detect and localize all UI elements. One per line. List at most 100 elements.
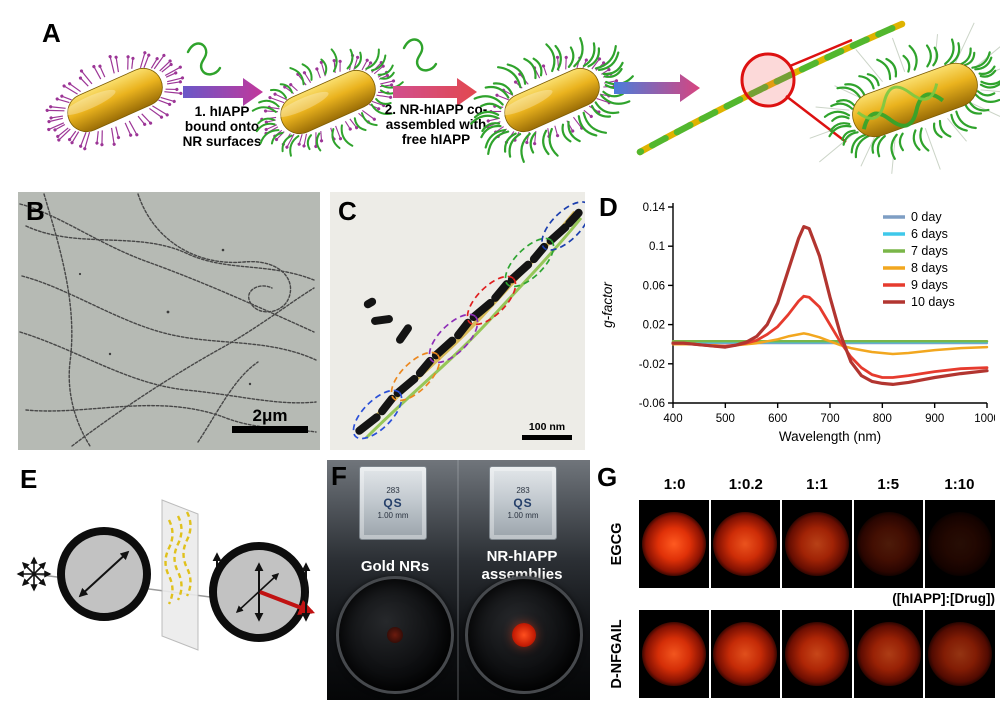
svg-text:600: 600	[768, 413, 787, 425]
fluorescent-droplet	[856, 512, 921, 576]
ratio-col-label: 1:5	[877, 476, 900, 493]
svg-text:8 days: 8 days	[911, 261, 948, 275]
scale-bar-c-label: 100 nm	[529, 421, 565, 433]
svg-text:0.02: 0.02	[643, 320, 665, 332]
well-nr-hiapp-assemblies	[465, 576, 583, 694]
svg-text:9 days: 9 days	[911, 278, 948, 292]
label-line: NR-hIAPP	[486, 548, 558, 565]
assembly-pellet	[512, 623, 536, 647]
photo-seam	[457, 460, 459, 700]
svg-text:-0.06: -0.06	[639, 398, 665, 410]
fluorescence-cell	[710, 610, 781, 698]
quartz-cuvette-right: 283 QS 1.00 mm	[489, 466, 557, 540]
scale-bar-c-bar	[522, 435, 572, 440]
panel-label-f: F	[331, 461, 347, 491]
svg-text:0 day: 0 day	[911, 210, 942, 224]
fluorescent-droplet	[928, 622, 993, 686]
cuvette-text: 1.00 mm	[507, 511, 539, 520]
ratio-header-row: 1:0 1:0.2 1:1 1:5 1:10	[639, 476, 995, 493]
fluorescent-droplet	[641, 512, 706, 576]
nanorod-coassembled	[470, 37, 634, 163]
label-nr-hiapp-assemblies: NR-hIAPP assemblies	[459, 548, 585, 584]
row-label-egcg: EGCG	[609, 522, 625, 566]
panel-f-photo: 283 QS 1.00 mm 283 QS 1.00 mm Gold NRs N…	[327, 460, 590, 700]
ratio-col-label: 1:10	[944, 476, 975, 493]
magnifier-line-top	[789, 38, 853, 68]
polarization-arrow-2b	[235, 573, 280, 613]
svg-text:0.06: 0.06	[643, 280, 665, 292]
svg-text:g-factor: g-factor	[600, 282, 615, 328]
svg-text:0.1: 0.1	[649, 241, 665, 253]
fluorescence-row-d-nfgail	[639, 610, 995, 698]
magnifier-circle	[740, 52, 796, 108]
fluorescence-cell	[853, 500, 924, 588]
svg-text:700: 700	[820, 413, 839, 425]
fibril-chain-green	[636, 20, 906, 156]
panel-d-chart: -0.06 -0.02 0.02 0.06 0.1 0.14 400 500 600 700 800…	[595, 193, 1000, 455]
g-factor-plot: -0.06 -0.02 0.02 0.06 0.1 0.14 400 500 600 700 800…	[600, 202, 1000, 444]
svg-text:7 days: 7 days	[911, 244, 948, 258]
nanorods-on-fibril	[355, 208, 583, 435]
cuvette-text: 283	[386, 486, 400, 495]
fluorescence-cell	[710, 500, 781, 588]
fluorescence-cell	[782, 500, 852, 588]
cuvette-text: 1.00 mm	[377, 511, 409, 520]
amyloid-fibril-strands	[19, 193, 317, 447]
svg-text:900: 900	[925, 413, 944, 425]
scale-bar-b-bar	[232, 426, 308, 433]
nanorod-zoomed-assembly	[809, 22, 1000, 174]
svg-text:0.14: 0.14	[643, 202, 666, 214]
tem-c-background	[330, 192, 585, 450]
fluorescent-droplet	[713, 512, 778, 576]
step2-text-line2: assembled with	[386, 117, 487, 132]
svg-text:-0.02: -0.02	[639, 359, 665, 371]
unpolarized-light-icon	[16, 556, 52, 592]
panel-label-c: C	[338, 196, 357, 226]
fluorescent-droplet	[784, 622, 849, 686]
well-gold-nrs	[336, 576, 454, 694]
free-hiapp-peptide-icon	[186, 42, 222, 76]
process-arrow-2	[393, 78, 477, 106]
quartz-cuvette-left: 283 QS 1.00 mm	[359, 466, 427, 540]
svg-text:Wavelength (nm): Wavelength (nm)	[779, 429, 881, 444]
polarization-arrow-1	[78, 550, 130, 598]
svg-text:400: 400	[663, 413, 682, 425]
panel-label-d: D	[599, 192, 618, 222]
row-label-d-nfgail: D-NFGAIL	[609, 619, 625, 689]
panel-label-b: B	[26, 196, 45, 226]
step2-text-line3: free hIAPP	[402, 132, 470, 147]
panel-g-fluorescence-grid: 1:0 1:0.2 1:1 1:5 1:10 EGCG D-NFGAIL ([h…	[595, 462, 995, 702]
fluorescence-cell	[853, 610, 924, 698]
label-gold-nrs: Gold NRs	[360, 558, 430, 575]
svg-text:800: 800	[873, 413, 892, 425]
tem-specks	[78, 248, 252, 386]
fluorescence-cell	[639, 610, 709, 698]
fluorescent-droplet	[784, 512, 849, 576]
fluorescent-droplet	[928, 512, 993, 576]
panel-label-a: A	[42, 18, 61, 48]
fluorescent-droplet	[713, 622, 778, 686]
free-hiapp-peptide-icon	[402, 38, 438, 72]
magnifier-line-bottom	[785, 95, 847, 143]
cuvette-text: 283	[516, 486, 530, 495]
fibril-sample-icon	[164, 511, 192, 605]
tem-background	[18, 192, 320, 450]
ratio-note: ([hIAPP]:[Drug])	[892, 591, 995, 606]
scale-bar-b: 2μm	[232, 406, 308, 433]
cuvette-text-qs: QS	[383, 496, 403, 510]
fluorescence-cell	[925, 500, 995, 588]
step1-text-line2: bound onto	[185, 119, 259, 134]
ratio-col-label: 1:0.2	[728, 476, 763, 493]
step1-text-line3: NR surfaces	[183, 134, 262, 149]
cuvette-text-qs: QS	[513, 496, 533, 510]
fluorescent-droplet	[856, 622, 921, 686]
panel-label-g: G	[597, 462, 618, 492]
process-arrow-3	[614, 74, 700, 102]
process-arrow-1	[183, 78, 263, 106]
nanorod-hiapp-bound	[251, 48, 404, 157]
ratio-col-label: 1:1	[806, 476, 828, 493]
svg-text:500: 500	[716, 413, 735, 425]
nanorod-ligand-coated	[45, 51, 185, 151]
